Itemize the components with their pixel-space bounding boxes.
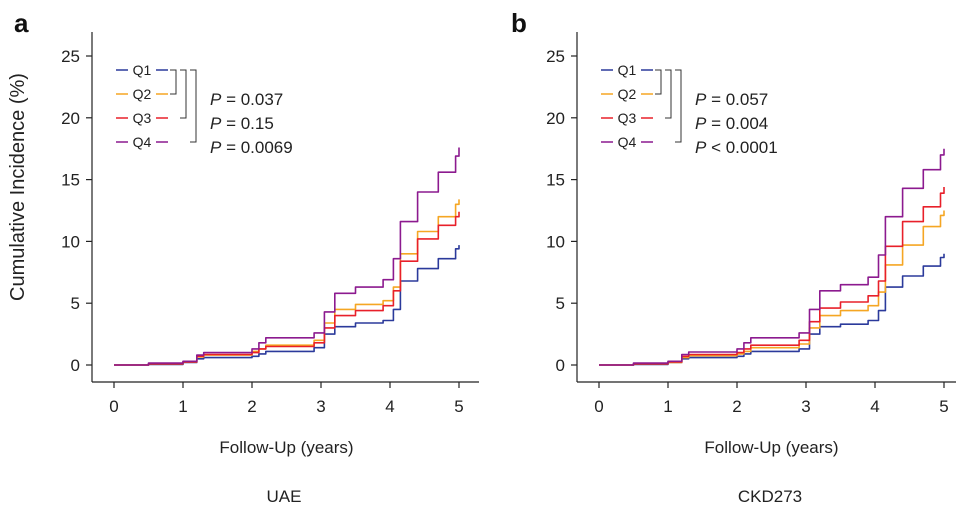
- legend-label-q2: Q2: [133, 86, 152, 102]
- series-line-q2: [114, 199, 460, 366]
- y-tick-label: 15: [546, 171, 565, 190]
- panel-label: a: [14, 8, 29, 38]
- x-tick-label: 3: [316, 397, 325, 416]
- p-value-3: P < 0.0001: [695, 138, 778, 157]
- x-tick-label: 1: [663, 397, 672, 416]
- x-tick-label: 5: [454, 397, 463, 416]
- series-line-q4: [114, 147, 460, 366]
- y-tick-label: 10: [546, 232, 565, 251]
- chart-panel-b: b 0 5 10 15 20 25 0 1 2 3 4 5 Follow-Up (years) CKD273…: [511, 8, 956, 506]
- y-axis-label: Cumulative Incidence (%): [7, 73, 29, 301]
- comparison-bracket-1: [170, 69, 177, 95]
- legend-label-bg: [128, 87, 156, 102]
- legend-label-q4: Q4: [133, 134, 152, 150]
- legend-label-bg: [613, 63, 641, 78]
- p-value-2: P = 0.15: [210, 114, 274, 133]
- x-tick-label: 0: [594, 397, 603, 416]
- y-tick-label: 5: [556, 294, 565, 313]
- p-symbol: P: [210, 114, 222, 133]
- x-tick-label: 2: [732, 397, 741, 416]
- chart-panel-a: a 0 5 10 15 20 25 0 1 2 3 4 5 Follow-Up (years) UAE Q1 Q…: [14, 8, 479, 506]
- p-value-1: P = 0.057: [695, 90, 768, 109]
- series-line-q4: [599, 148, 945, 366]
- x-axis-label: Follow-Up (years): [704, 438, 838, 457]
- legend-label-q3: Q3: [618, 110, 637, 126]
- p-value-text: = 0.037: [221, 90, 283, 109]
- legend-label-bg: [128, 135, 156, 150]
- panel-label: b: [511, 8, 527, 38]
- y-tick-label: 20: [61, 109, 80, 128]
- y-tick-label: 5: [71, 294, 80, 313]
- legend-label-bg: [613, 135, 641, 150]
- y-tick-label: 0: [556, 356, 565, 375]
- x-tick-label: 0: [109, 397, 118, 416]
- x-axis-label: Follow-Up (years): [219, 438, 353, 457]
- p-value-text: = 0.057: [706, 90, 768, 109]
- y-tick-label: 20: [546, 109, 565, 128]
- legend-label-bg: [128, 111, 156, 126]
- series-line-q3: [114, 211, 460, 366]
- legend-label-q4: Q4: [618, 134, 637, 150]
- legend-label-bg: [613, 111, 641, 126]
- legend-label-q2: Q2: [618, 86, 637, 102]
- comparison-bracket-2: [180, 69, 187, 119]
- x-tick-label: 5: [939, 397, 948, 416]
- legend-label-q3: Q3: [133, 110, 152, 126]
- legend-label-q1: Q1: [618, 62, 637, 78]
- legend-label-q1: Q1: [133, 62, 152, 78]
- y-tick-label: 25: [546, 47, 565, 66]
- comparison-bracket-2: [665, 69, 672, 119]
- y-tick-label: 0: [71, 356, 80, 375]
- p-value-2: P = 0.004: [695, 114, 768, 133]
- x-tick-label: 2: [247, 397, 256, 416]
- y-tick-label: 10: [61, 232, 80, 251]
- y-tick-label: 25: [61, 47, 80, 66]
- p-value-text: < 0.0001: [706, 138, 777, 157]
- p-symbol: P: [695, 90, 707, 109]
- p-symbol: P: [695, 138, 707, 157]
- x-tick-label: 1: [178, 397, 187, 416]
- x-tick-label: 4: [870, 397, 879, 416]
- legend-label-bg: [613, 87, 641, 102]
- x-tick-label: 3: [801, 397, 810, 416]
- p-value-text: = 0.15: [221, 114, 273, 133]
- p-value-3: P = 0.0069: [210, 138, 293, 157]
- comparison-bracket-3: [675, 69, 682, 143]
- p-symbol: P: [210, 138, 222, 157]
- comparison-bracket-1: [655, 69, 662, 95]
- panel-caption: UAE: [267, 487, 302, 506]
- y-tick-label: 15: [61, 171, 80, 190]
- p-value-text: = 0.0069: [221, 138, 292, 157]
- p-value-text: = 0.004: [706, 114, 768, 133]
- comparison-bracket-3: [190, 69, 197, 143]
- p-symbol: P: [210, 90, 222, 109]
- p-symbol: P: [695, 114, 707, 133]
- x-tick-label: 4: [385, 397, 394, 416]
- legend-label-bg: [128, 63, 156, 78]
- panel-caption: CKD273: [738, 487, 802, 506]
- p-value-1: P = 0.037: [210, 90, 283, 109]
